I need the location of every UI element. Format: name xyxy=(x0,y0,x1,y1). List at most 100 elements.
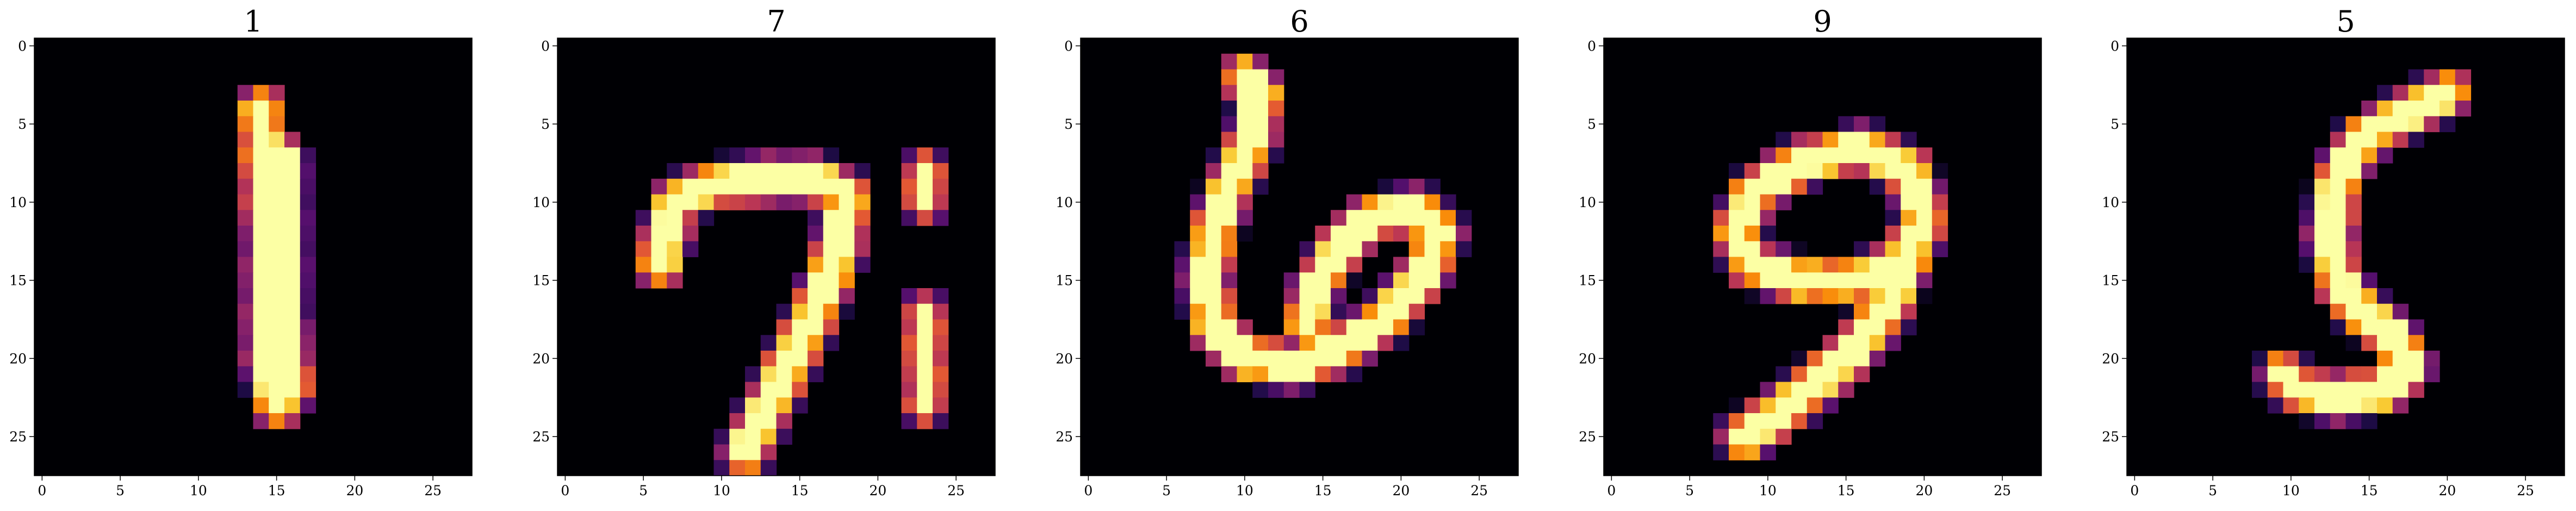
heatmap-cell xyxy=(1362,319,1378,335)
y-tick-label: 5 xyxy=(1064,116,1073,132)
heatmap-cell xyxy=(1901,178,1917,195)
heatmap-cell xyxy=(635,210,652,226)
heatmap-cell xyxy=(2252,366,2268,383)
heatmap-cell xyxy=(1393,288,1410,304)
heatmap-cell xyxy=(933,413,949,429)
heatmap-cell xyxy=(713,428,730,445)
heatmap-cell xyxy=(745,397,761,414)
y-tick-label: 25 xyxy=(1579,429,1596,445)
heatmap-cell xyxy=(1838,303,1854,320)
heatmap-cell xyxy=(2361,288,2378,304)
heatmap-cell xyxy=(284,147,301,164)
heatmap-cell xyxy=(901,413,917,429)
heatmap-cell xyxy=(2314,241,2331,258)
heatmap-cell xyxy=(1791,397,1808,414)
y-tick-label: 5 xyxy=(1587,116,1596,132)
heatmap-cell xyxy=(1424,288,1441,304)
heatmap-cell xyxy=(776,413,792,429)
heatmap-cell xyxy=(901,194,917,210)
heatmap-cell xyxy=(682,194,699,210)
heatmap-cell xyxy=(300,397,316,414)
heatmap-cell xyxy=(1331,288,1347,304)
heatmap-cell xyxy=(1408,226,1425,242)
heatmap-cell xyxy=(901,178,917,195)
heatmap-cell xyxy=(823,319,840,335)
heatmap-cell xyxy=(269,413,285,429)
heatmap-cell xyxy=(269,178,285,195)
heatmap-cell xyxy=(284,163,301,179)
heatmap-panel-2: 6 0 5 10 15 20 25 0 5 10 15 20 25 xyxy=(1056,4,1519,498)
heatmap-cell xyxy=(1424,272,1441,289)
y-tick-label: 15 xyxy=(532,273,550,289)
heatmap-cell xyxy=(823,147,840,164)
x-tick-label: 20 xyxy=(1392,483,1410,498)
heatmap-cell xyxy=(1760,226,1776,242)
heatmap-cell xyxy=(1869,335,1886,351)
heatmap-cell xyxy=(1252,178,1269,195)
heatmap-cell xyxy=(2314,194,2331,210)
heatmap-cell xyxy=(1237,69,1253,85)
heatmap-cell xyxy=(253,178,269,195)
y-tick-label: 15 xyxy=(9,273,27,289)
heatmap-cell xyxy=(682,178,699,195)
heatmap-cell xyxy=(1252,382,1269,398)
heatmap-cell xyxy=(2345,272,2362,289)
heatmap-cell xyxy=(2330,397,2347,414)
heatmap-cell xyxy=(1744,241,1761,258)
heatmap-cell xyxy=(2283,351,2299,367)
x-tick-label: 15 xyxy=(1314,483,1332,498)
heatmap-cell xyxy=(1299,303,1315,320)
heatmap-cell xyxy=(1174,272,1190,289)
heatmap-cell xyxy=(667,272,683,289)
heatmap-cell xyxy=(2299,210,2315,226)
heatmap-cell xyxy=(1408,303,1425,320)
heatmap-cell xyxy=(651,194,667,210)
heatmap-cell xyxy=(808,163,824,179)
heatmap-cell xyxy=(269,226,285,242)
heatmap-cell xyxy=(2314,397,2331,414)
heatmap-cell xyxy=(2345,319,2362,335)
heatmap-cell xyxy=(2377,397,2393,414)
heatmap-cell xyxy=(1206,335,1222,351)
heatmap-cell xyxy=(745,194,761,210)
heatmap-cell xyxy=(776,147,792,164)
heatmap-cell xyxy=(1221,69,1238,85)
heatmap-cell xyxy=(2299,241,2315,258)
heatmap-cell xyxy=(237,226,254,242)
heatmap-cell xyxy=(839,303,855,320)
heatmap-cell xyxy=(2330,116,2347,133)
heatmap-cell xyxy=(667,226,683,242)
heatmap-cell xyxy=(1838,382,1854,398)
heatmap-cell xyxy=(2361,303,2378,320)
heatmap-cell xyxy=(776,163,792,179)
heatmap-cell xyxy=(1221,366,1238,383)
heatmap-cell xyxy=(713,163,730,179)
heatmap-cell xyxy=(729,444,746,460)
heatmap-cell xyxy=(253,163,269,179)
y-tick-label: 10 xyxy=(2102,195,2119,210)
heatmap-cell xyxy=(1854,319,1870,335)
heatmap-cell xyxy=(1729,272,1745,289)
heatmap-cell xyxy=(1440,257,1456,273)
heatmap-cell xyxy=(1885,210,1901,226)
heatmap-cell xyxy=(776,178,792,195)
heatmap-cell xyxy=(1932,226,1948,242)
heatmap-cell xyxy=(1822,132,1839,148)
heatmap-cell xyxy=(823,272,840,289)
heatmap-cell xyxy=(253,303,269,320)
heatmap-cell xyxy=(1315,351,1331,367)
heatmap-cell xyxy=(698,210,715,226)
heatmap-cell xyxy=(933,366,949,383)
heatmap-cell xyxy=(808,147,824,164)
heatmap-cell xyxy=(2377,335,2393,351)
heatmap-cell xyxy=(269,366,285,383)
heatmap-cell xyxy=(1729,210,1745,226)
x-tick-label: 20 xyxy=(869,483,886,498)
heatmap-cell xyxy=(635,257,652,273)
heatmap-cell xyxy=(729,178,746,195)
heatmap-cell xyxy=(2361,101,2378,117)
panel-title: 1 xyxy=(244,4,262,39)
heatmap-cell xyxy=(1206,303,1222,320)
heatmap-cell xyxy=(284,397,301,414)
heatmap-cell xyxy=(1901,272,1917,289)
